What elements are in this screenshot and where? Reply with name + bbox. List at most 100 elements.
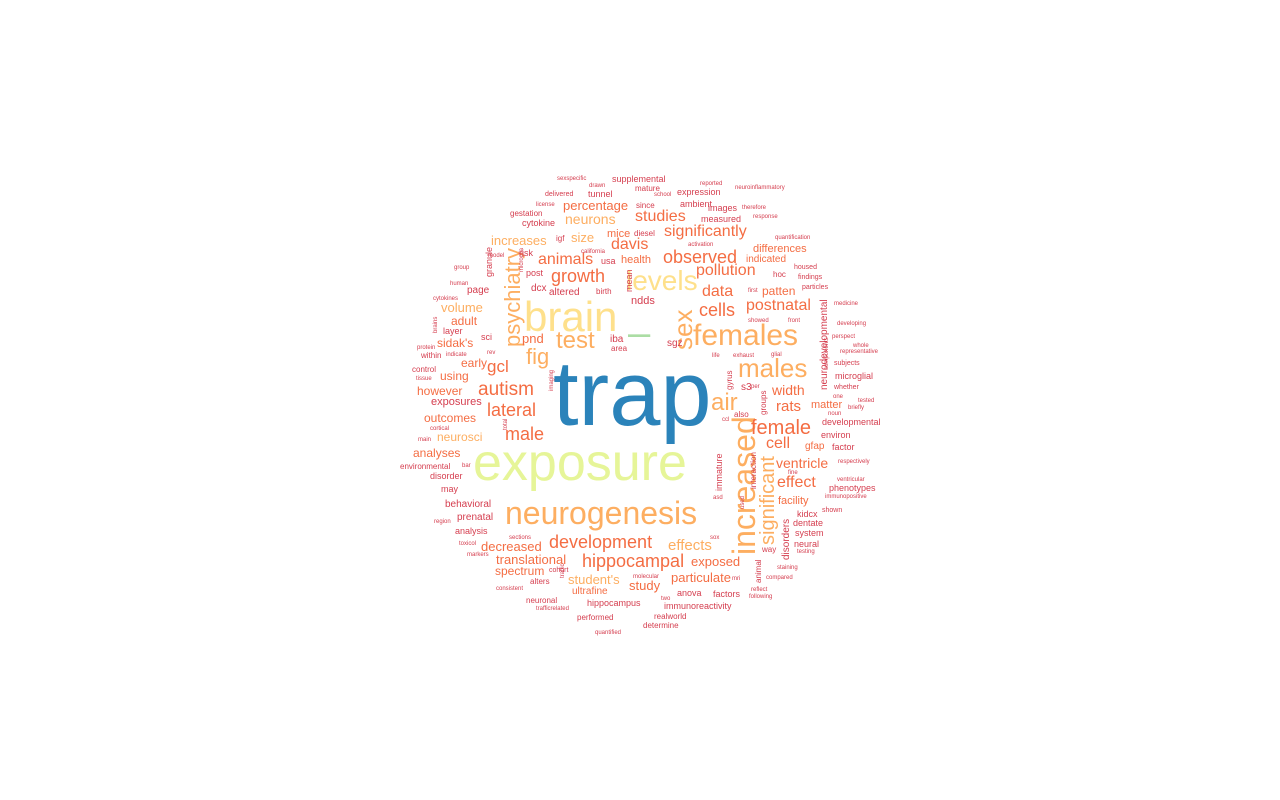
word: cells: [699, 300, 736, 320]
word: rats: [776, 398, 802, 415]
word: two: [661, 596, 671, 602]
word: showed: [748, 318, 769, 324]
word: mean: [624, 269, 634, 292]
word: growth: [551, 266, 606, 286]
word: school: [654, 192, 672, 198]
word: representative: [840, 349, 879, 355]
word: studies: [635, 208, 686, 225]
word: pollution: [696, 262, 756, 279]
word: indicate: [446, 352, 467, 358]
word: exhaust: [733, 353, 755, 359]
word: factor: [832, 442, 855, 452]
word: granule: [484, 246, 494, 277]
word: sox: [710, 535, 720, 541]
word: animal: [754, 559, 763, 583]
word: volume: [441, 300, 483, 315]
word: lateral: [487, 400, 537, 420]
word: altered: [549, 287, 580, 298]
word: usa: [601, 256, 616, 266]
word: development: [549, 532, 653, 552]
word: spectrum: [495, 564, 545, 578]
word: behavioral: [445, 499, 492, 510]
word: width: [772, 382, 805, 398]
word: molecular: [633, 574, 660, 580]
word: neuroinflammatory: [735, 185, 785, 191]
word: control: [412, 365, 437, 374]
word: layer: [443, 326, 463, 336]
word: perspect: [832, 334, 856, 340]
word: cortical: [430, 426, 450, 432]
word: matter: [811, 399, 843, 411]
word: study: [629, 578, 661, 593]
word: data: [702, 283, 734, 300]
word: drawn: [589, 183, 606, 189]
word: tunnel: [588, 189, 613, 199]
word: disorder: [430, 471, 463, 481]
word: reflect: [751, 587, 768, 593]
word: risk: [519, 248, 533, 258]
word: within: [421, 351, 442, 360]
word: neurogenesis: [505, 495, 698, 531]
word: males: [738, 353, 808, 383]
word: shown: [822, 507, 843, 514]
word: neurons: [565, 211, 616, 227]
word: one: [833, 394, 844, 400]
word: cohort: [549, 567, 569, 574]
word: postnatal: [746, 297, 811, 314]
word: dentate: [793, 518, 824, 528]
word: performed: [577, 613, 614, 622]
word: exposed: [691, 554, 741, 569]
word: therefore: [742, 205, 767, 211]
word: protein: [417, 345, 436, 351]
word: images: [708, 203, 738, 213]
word: license: [536, 202, 555, 208]
word: quantified: [595, 630, 622, 636]
word: neural: [794, 539, 820, 549]
word: using: [440, 369, 469, 383]
word: response: [753, 214, 778, 220]
word: medicine: [834, 301, 859, 307]
word: sidak's: [437, 336, 474, 350]
word: observed: [663, 247, 738, 267]
word: interaction: [749, 452, 758, 489]
word: developing: [837, 321, 867, 327]
word: factors: [713, 589, 741, 599]
word: sexspecific: [557, 176, 587, 182]
word: health: [621, 254, 651, 266]
word: way: [762, 545, 777, 554]
word: animals: [538, 251, 594, 268]
word: traffic: [560, 563, 566, 578]
word: neuronal: [526, 596, 558, 605]
word: tissue: [416, 376, 432, 382]
word: ambient: [680, 199, 713, 209]
word: alters: [530, 577, 550, 586]
word: tested: [858, 398, 875, 404]
word: used: [740, 495, 746, 509]
word: human: [450, 281, 469, 287]
word: birth: [596, 287, 612, 296]
word: environmental: [400, 462, 451, 471]
word: staining: [777, 565, 798, 571]
word: cytokines: [433, 296, 459, 302]
word: brain: [524, 293, 618, 340]
word: cytokine: [522, 218, 556, 228]
word: cell: [766, 435, 791, 452]
word: asd: [713, 495, 723, 501]
word: briefly: [848, 405, 865, 411]
word: however: [417, 384, 463, 398]
word: size: [571, 230, 595, 245]
word: prenatal: [457, 512, 494, 523]
word: immunoreactivity: [664, 601, 732, 611]
word: test: [556, 327, 595, 354]
word: trafficrelated: [536, 606, 569, 612]
word: mice: [607, 228, 631, 240]
word: developmental: [822, 417, 881, 427]
word: s3: [741, 382, 752, 393]
word: hippocampal: [582, 551, 685, 571]
word: delivered: [545, 191, 574, 198]
word: levels: [626, 265, 698, 296]
word: air: [711, 389, 738, 416]
word: analysis: [455, 526, 488, 536]
word: since: [636, 201, 655, 210]
word: fine: [788, 470, 798, 476]
